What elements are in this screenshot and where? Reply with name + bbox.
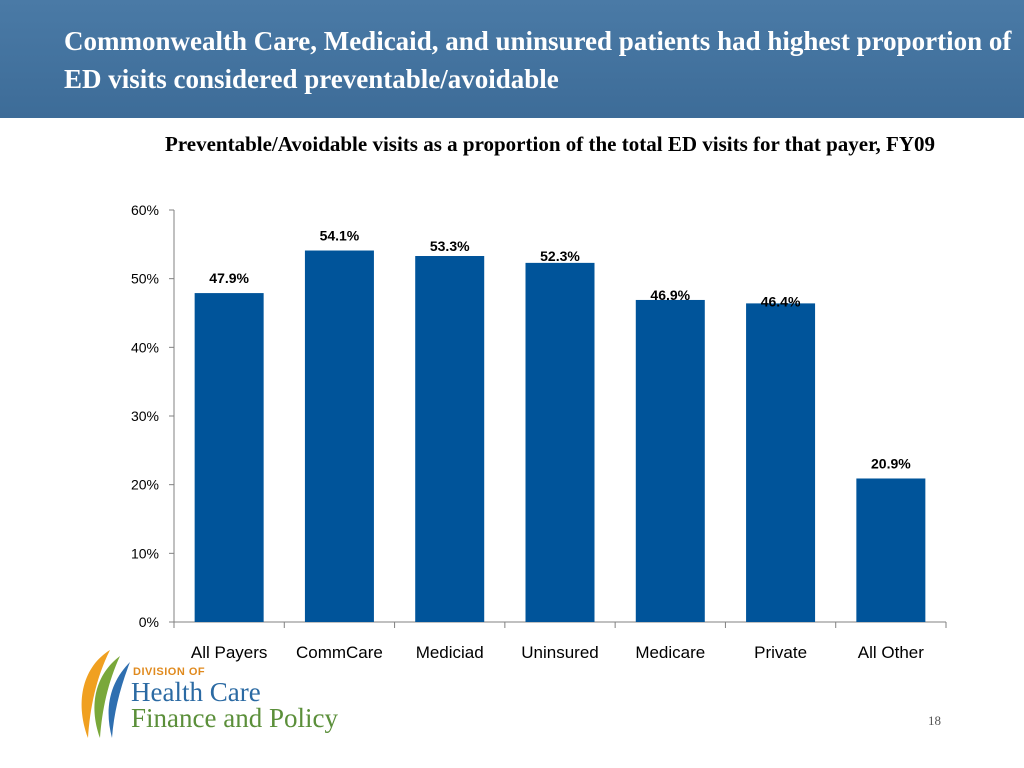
bar <box>194 293 264 622</box>
x-category-label: All Payers <box>191 643 268 662</box>
y-tick-label: 60% <box>131 202 159 218</box>
y-tick-label: 30% <box>131 408 159 424</box>
slide-title: Commonwealth Care, Medicaid, and uninsur… <box>64 26 1012 94</box>
x-category-label: CommCare <box>296 643 383 662</box>
y-tick-label: 50% <box>131 271 159 287</box>
chart-title: Preventable/Avoidable visits as a propor… <box>165 132 935 156</box>
bar-value-label: 47.9% <box>209 270 249 286</box>
page-number: 18 <box>928 713 941 728</box>
x-category-label: All Other <box>858 643 924 662</box>
x-category-label: Mediciad <box>416 643 484 662</box>
x-category-label: Private <box>754 643 807 662</box>
bar-value-label: 46.4% <box>761 293 801 309</box>
organization-division-label: DIVISION OF <box>133 666 206 678</box>
bar-value-label: 53.3% <box>430 238 470 254</box>
bar-value-label: 52.3% <box>540 248 580 264</box>
organization-name-line2: Finance and Policy <box>131 703 338 733</box>
bar-value-label: 20.9% <box>871 455 911 471</box>
x-category-label: Medicare <box>635 643 705 662</box>
bar <box>635 299 705 622</box>
organization-name-line1: Health Care <box>131 677 261 707</box>
bar <box>304 250 374 622</box>
organization-logo-icon <box>81 650 130 738</box>
bar <box>746 303 816 622</box>
y-tick-label: 10% <box>131 545 159 561</box>
x-category-label: Uninsured <box>521 643 599 662</box>
y-tick-label: 0% <box>139 614 159 630</box>
bar <box>525 262 595 622</box>
bar <box>856 478 926 622</box>
bar <box>415 256 485 622</box>
y-tick-label: 20% <box>131 477 159 493</box>
bar-value-label: 46.9% <box>650 287 690 303</box>
slide-header: Commonwealth Care, Medicaid, and uninsur… <box>0 0 1024 118</box>
y-tick-label: 40% <box>131 339 159 355</box>
bar-value-label: 54.1% <box>320 228 360 244</box>
